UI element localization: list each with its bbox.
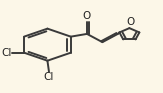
- Text: Cl: Cl: [44, 72, 54, 82]
- Text: O: O: [126, 17, 134, 27]
- Text: O: O: [83, 11, 91, 21]
- Text: Cl: Cl: [1, 48, 12, 58]
